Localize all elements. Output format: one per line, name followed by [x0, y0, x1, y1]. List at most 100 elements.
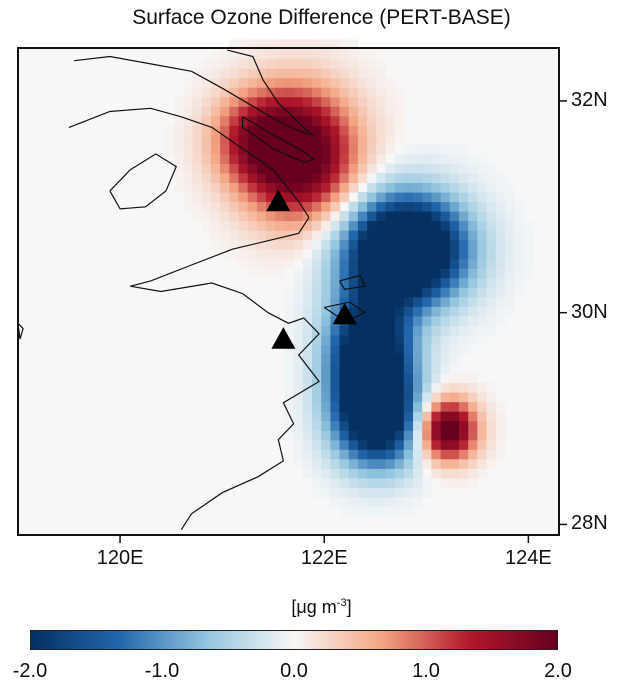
- grid-cell: [256, 49, 267, 60]
- grid-cell: [394, 211, 405, 222]
- grid-cell: [385, 477, 396, 488]
- grid-cell: [459, 211, 469, 222]
- grid-cell: [440, 420, 451, 431]
- grid-cell: [440, 430, 451, 441]
- grid-cell: [201, 144, 212, 155]
- grid-cell: [468, 163, 478, 174]
- grid-cell: [330, 125, 341, 136]
- grid-cell: [385, 277, 396, 288]
- grid-cell: [293, 449, 304, 460]
- grid-cell: [357, 354, 368, 365]
- grid-cell: [321, 354, 331, 365]
- grid-cell: [468, 306, 478, 317]
- grid-cell: [330, 249, 341, 260]
- grid-cell: [477, 458, 488, 469]
- grid-cell: [431, 344, 442, 355]
- grid-cell: [440, 277, 451, 288]
- jiangsu-coast: [227, 49, 315, 138]
- grid-cell: [431, 315, 442, 326]
- grid-cell: [247, 134, 258, 145]
- grid-cell: [229, 106, 240, 117]
- grid-cell: [293, 392, 304, 403]
- grid-cell: [459, 411, 469, 422]
- grid-cell: [284, 96, 295, 107]
- grid-cell: [348, 134, 359, 145]
- grid-cell: [440, 373, 451, 384]
- grid-cell: [321, 87, 331, 98]
- grid-cell: [413, 430, 423, 441]
- grid-cell: [256, 134, 267, 145]
- grid-cell: [486, 325, 497, 336]
- grid-cell: [293, 287, 304, 298]
- grid-cell: [302, 87, 313, 98]
- grid-cell: [376, 306, 387, 317]
- x-tick-label: 122E: [300, 547, 348, 569]
- grid-cell: [312, 182, 322, 193]
- grid-cell: [302, 230, 313, 241]
- grid-cell: [321, 249, 331, 260]
- grid-cell: [413, 287, 423, 298]
- grid-cell: [486, 277, 497, 288]
- grid-cell: [312, 239, 322, 250]
- grid-cell: [431, 239, 442, 250]
- grid-cell: [403, 401, 414, 412]
- grid-cell: [459, 449, 469, 460]
- grid-cell: [468, 420, 478, 431]
- grid-cell: [431, 392, 442, 403]
- grid-cell: [431, 354, 442, 365]
- grid-cell: [229, 96, 240, 107]
- grid-cell: [495, 182, 506, 193]
- chart-title: Surface Ozone Difference (PERT-BASE): [132, 6, 511, 29]
- grid-cell: [376, 258, 387, 269]
- site-zhoushan: [332, 302, 357, 325]
- grid-cell: [220, 49, 230, 60]
- grid-cell: [357, 87, 368, 98]
- grid-cell: [422, 449, 432, 460]
- grid-cell: [376, 334, 387, 345]
- grid-cell: [302, 401, 313, 412]
- grid-cell: [284, 239, 295, 250]
- grid-cell: [486, 230, 497, 241]
- grid-cell: [266, 39, 276, 50]
- grid-cell: [514, 268, 524, 279]
- grid-cell: [210, 49, 221, 60]
- grid-cell: [220, 163, 230, 174]
- grid-cell: [312, 230, 322, 241]
- grid-cell: [247, 77, 258, 88]
- grid-cell: [266, 58, 276, 69]
- grid-cell: [394, 325, 405, 336]
- grid-cell: [385, 77, 396, 88]
- grid-cell: [403, 230, 414, 241]
- grid-cell: [486, 392, 497, 403]
- grid-cell: [367, 58, 377, 69]
- grid-cell: [385, 287, 396, 298]
- grid-cell: [403, 249, 414, 260]
- grid-cell: [449, 392, 460, 403]
- grid-cell: [229, 134, 240, 145]
- grid-cell: [459, 382, 469, 393]
- grid-cell: [174, 106, 184, 117]
- grid-cell: [385, 106, 396, 117]
- grid-cell: [293, 296, 304, 307]
- grid-cell: [514, 230, 524, 241]
- grid-cell: [312, 439, 322, 450]
- grid-cell: [440, 344, 451, 355]
- grid-cell: [312, 249, 322, 260]
- grid-cell: [422, 325, 432, 336]
- grid-cell: [394, 296, 405, 307]
- grid-cell: [431, 468, 442, 479]
- grid-cell: [348, 287, 359, 298]
- grid-cell: [376, 125, 387, 136]
- grid-cell: [403, 296, 414, 307]
- grid-cell: [403, 382, 414, 393]
- grid-cell: [284, 49, 295, 60]
- grid-cell: [275, 268, 285, 279]
- grid-cell: [367, 258, 377, 269]
- grid-cell: [459, 277, 469, 288]
- grid-cell: [413, 249, 423, 260]
- grid-cell: [266, 106, 276, 117]
- grid-cell: [284, 354, 295, 365]
- grid-cell: [403, 268, 414, 279]
- grid-cell: [486, 220, 497, 231]
- grid-cell: [394, 420, 405, 431]
